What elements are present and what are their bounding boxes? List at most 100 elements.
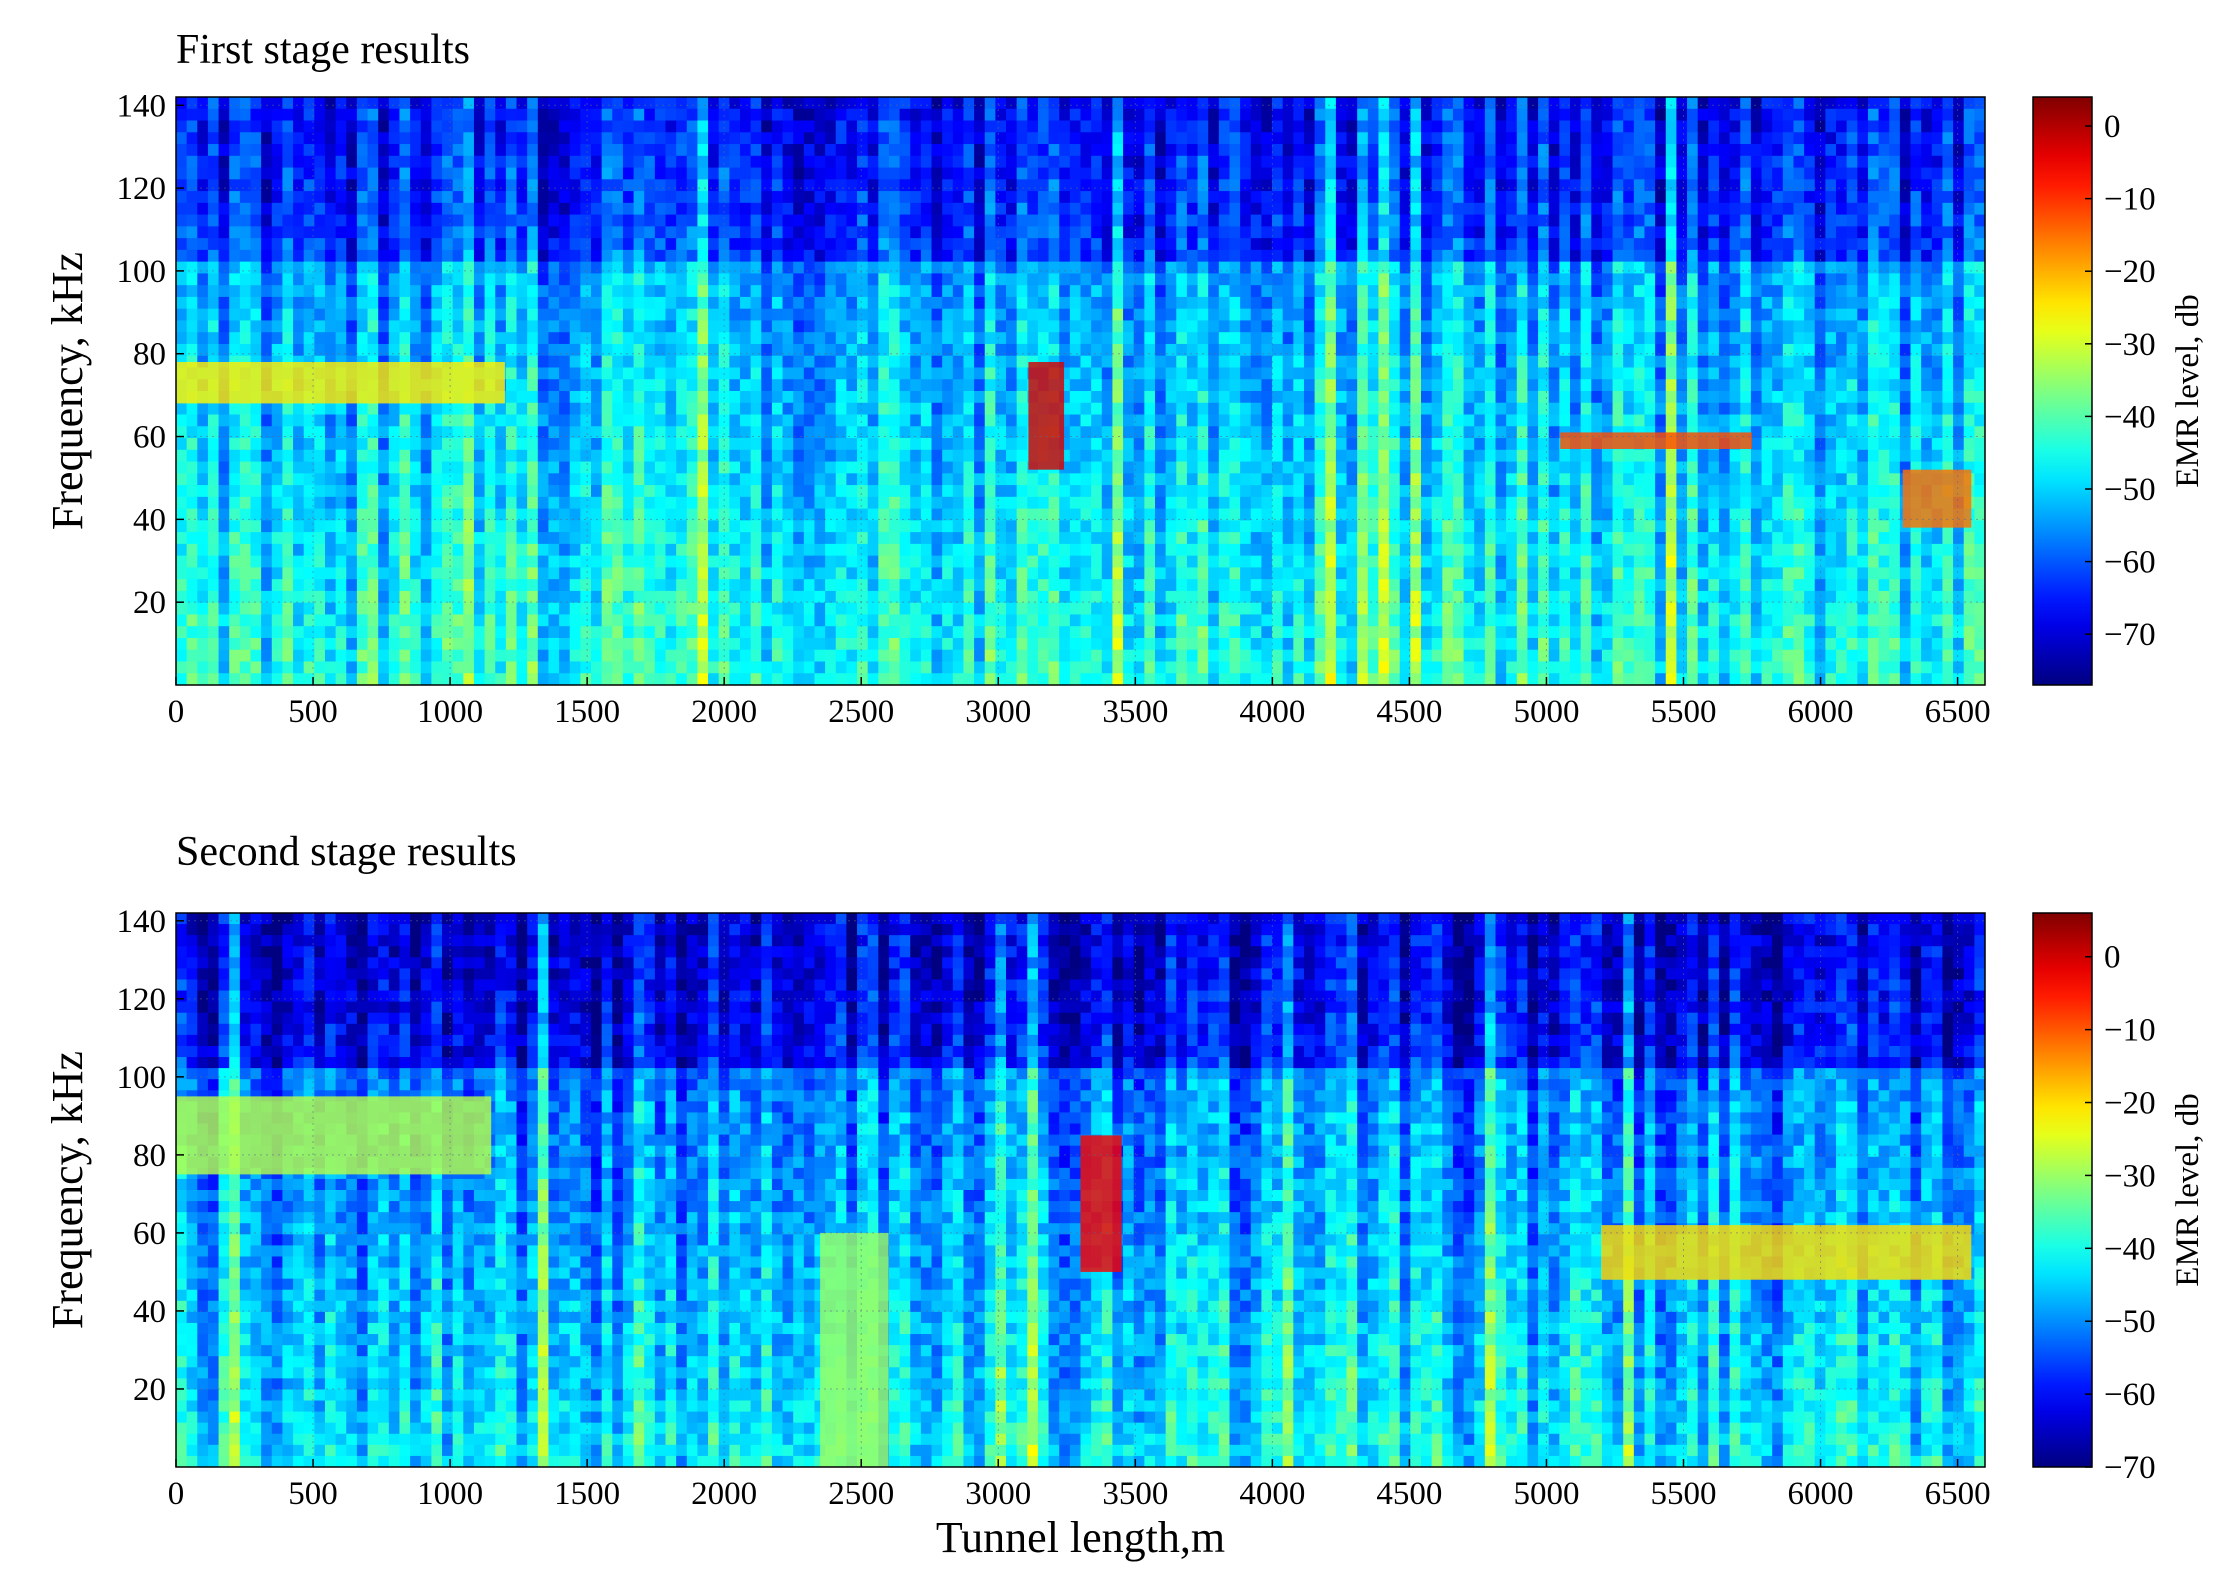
heatmap-cell: [1814, 179, 1826, 192]
heatmap-cell: [197, 238, 209, 251]
heatmap-cell: [505, 97, 518, 110]
heatmap-cell: [1016, 214, 1028, 227]
heatmap-cell: [431, 179, 443, 192]
heatmap-cell: [1154, 144, 1167, 157]
heatmap-cell: [1059, 191, 1071, 204]
heatmap-cell: [708, 144, 720, 157]
heatmap-cell: [293, 426, 305, 439]
heatmap-cell: [1016, 379, 1028, 392]
heatmap-cell: [1516, 226, 1529, 239]
heatmap-cell: [452, 426, 464, 439]
heatmap-cell: [1452, 391, 1465, 404]
heatmap-cell: [1836, 191, 1848, 204]
heatmap-cell: [1921, 355, 1933, 369]
heatmap-cell: [1346, 179, 1358, 192]
heatmap-cell: [1474, 320, 1486, 333]
heatmap-cell: [612, 273, 624, 286]
heatmap-cell: [197, 155, 209, 169]
heatmap-cell: [1761, 343, 1773, 357]
heatmap-cell: [888, 296, 901, 310]
heatmap-cell: [356, 355, 369, 369]
heatmap-cell: [1335, 355, 1348, 369]
heatmap-cell: [1016, 202, 1028, 216]
heatmap-cell: [1282, 332, 1294, 345]
heatmap-cell: [1027, 308, 1039, 322]
heatmap-cell: [410, 438, 422, 451]
heatmap-cell: [1729, 343, 1741, 357]
heatmap-cell: [1197, 426, 1209, 439]
heatmap-cell: [1974, 191, 1985, 204]
heatmap-cell: [995, 179, 1007, 192]
heatmap-cell: [686, 308, 699, 322]
heatmap-cell: [1272, 426, 1284, 439]
heatmap-cell: [239, 438, 252, 451]
heatmap-cell: [229, 155, 241, 169]
heatmap-cell: [1804, 426, 1816, 439]
heatmap-cell: [963, 343, 975, 357]
heatmap-cell: [1197, 249, 1209, 263]
heatmap-cell: [1389, 191, 1401, 204]
heatmap-cell: [1687, 249, 1699, 263]
heatmap-cell: [1644, 261, 1656, 274]
heatmap-cell: [516, 97, 528, 110]
heatmap-cell: [261, 438, 273, 451]
heatmap-cell: [1006, 320, 1018, 333]
heatmap-cell: [708, 261, 720, 274]
heatmap-cell: [601, 167, 613, 180]
heatmap-cell: [1889, 261, 1901, 274]
heatmap-cell: [761, 438, 773, 451]
heatmap-cell: [1580, 414, 1592, 427]
heatmap-cell: [324, 108, 337, 122]
heatmap-cell: [963, 402, 975, 416]
heatmap-cell: [484, 332, 496, 345]
heatmap-cell: [1687, 120, 1699, 133]
heatmap-cell: [367, 155, 379, 169]
heatmap-cell: [1154, 202, 1167, 216]
heatmap-cell: [176, 414, 188, 427]
heatmap-cell: [1144, 379, 1156, 392]
heatmap-cell: [644, 285, 656, 298]
heatmap-cell: [1069, 391, 1082, 404]
heatmap-cell: [1697, 332, 1709, 345]
heatmap-cell: [1452, 414, 1465, 427]
heatmap-cell: [601, 367, 613, 380]
heatmap-cell: [867, 108, 879, 122]
heatmap-cell: [1165, 144, 1177, 157]
heatmap-cell: [1878, 343, 1890, 357]
heatmap-cell: [1346, 367, 1358, 380]
heatmap-cell: [250, 132, 262, 145]
heatmap-cell: [633, 249, 645, 263]
heatmap-cell: [1644, 249, 1656, 263]
heatmap-cell: [537, 214, 550, 227]
heatmap-cell: [282, 296, 294, 310]
heatmap-cell: [1463, 191, 1475, 204]
heatmap-cell: [750, 132, 762, 145]
heatmap-cell: [974, 296, 986, 310]
heatmap-cell: [1910, 179, 1922, 192]
heatmap-cell: [1718, 202, 1731, 216]
heatmap-cell: [1208, 320, 1220, 333]
heatmap-cell: [1495, 238, 1507, 251]
heatmap-cell: [271, 97, 284, 110]
heatmap-cell: [814, 285, 826, 298]
heatmap-cell: [952, 273, 965, 286]
heatmap-cell: [750, 226, 762, 239]
heatmap-cell: [1580, 285, 1592, 298]
heatmap-cell: [473, 214, 486, 227]
heatmap-cell: [1240, 97, 1252, 110]
heatmap-cell: [942, 167, 954, 180]
heatmap-cell: [559, 414, 571, 427]
heatmap-cell: [1569, 144, 1582, 157]
heatmap-cell: [367, 132, 379, 145]
heatmap-cell: [569, 132, 581, 145]
heatmap-cell: [654, 273, 667, 286]
heatmap-cell: [878, 214, 890, 227]
heatmap-cell: [207, 343, 220, 357]
heatmap-cell: [1059, 108, 1071, 122]
heatmap-cell: [1495, 391, 1507, 404]
heatmap-cell: [1761, 332, 1773, 345]
heatmap-cell: [1729, 108, 1741, 122]
heatmap-cell: [654, 108, 667, 122]
heatmap-cell: [771, 332, 784, 345]
heatmap-cell: [580, 97, 592, 110]
